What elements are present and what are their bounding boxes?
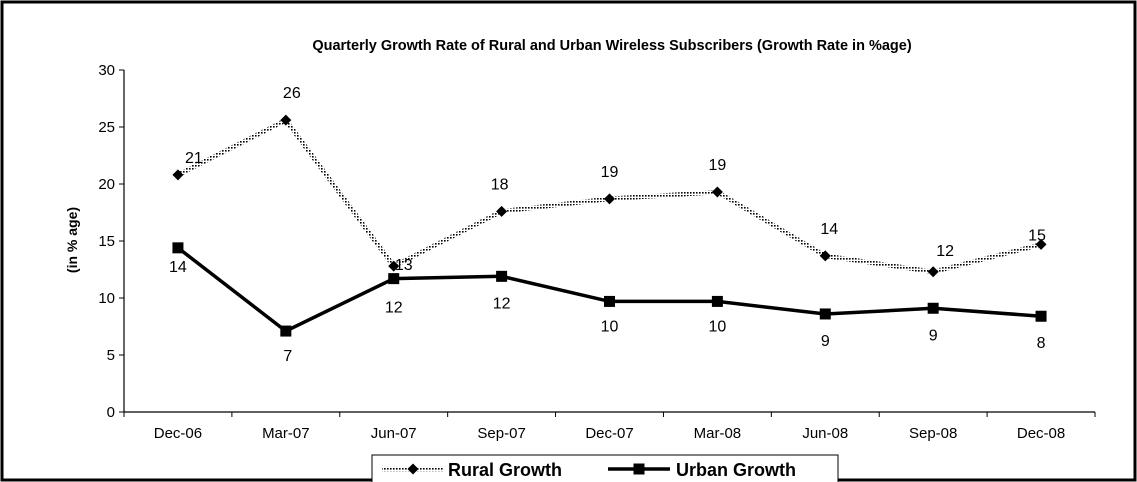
y-tick-label: 30	[98, 62, 115, 79]
data-label-urban: 12	[385, 300, 403, 317]
y-tick-label: 5	[107, 347, 115, 364]
y-tick-label: 10	[98, 290, 115, 307]
legend-label-urban: Urban Growth	[676, 460, 796, 480]
y-tick-label: 25	[98, 119, 115, 136]
data-label-rural: 15	[1028, 227, 1046, 244]
x-tick-label: Jun-08	[802, 425, 848, 442]
data-point-rural	[280, 114, 292, 126]
data-label-rural: 12	[936, 243, 954, 260]
chart-title: Quarterly Growth Rate of Rural and Urban…	[312, 38, 912, 54]
x-tick-label: Dec-07	[585, 425, 633, 442]
x-tick-label: Sep-07	[477, 425, 525, 442]
data-label-rural: 13	[395, 257, 413, 274]
data-label-rural: 14	[820, 221, 838, 238]
data-label-rural: 21	[185, 150, 203, 167]
x-tick-label: Dec-06	[154, 425, 202, 442]
data-point-urban	[388, 273, 400, 285]
axes: 0 5 10 15 20 25 30 Dec-06 Mar-07 Jun-07 Sep-07 Dec-…	[98, 62, 1096, 442]
y-axis-label: (in % age)	[64, 207, 80, 273]
data-label-rural: 19	[708, 157, 726, 174]
data-label-urban: 10	[601, 318, 619, 335]
data-label-rural: 26	[283, 85, 301, 102]
y-tick-label: 20	[98, 176, 115, 193]
x-tick-label: Sep-08	[909, 425, 957, 442]
legend-label-rural: Rural Growth	[448, 460, 562, 480]
data-point-rural	[172, 169, 184, 181]
data-label-urban: 8	[1037, 335, 1046, 352]
data-point-rural	[496, 205, 508, 217]
x-tick-label: Mar-08	[694, 425, 742, 442]
y-tick-label: 15	[98, 233, 115, 250]
data-point-rural	[819, 250, 831, 262]
legend-marker-urban	[633, 463, 645, 475]
x-tick-label: Dec-08	[1017, 425, 1065, 442]
data-point-rural	[711, 186, 723, 198]
legend-marker-rural	[407, 463, 419, 475]
x-tick-label: Mar-07	[262, 425, 310, 442]
data-label-urban: 12	[493, 295, 511, 312]
data-point-urban	[172, 242, 184, 254]
data-label-urban: 9	[821, 333, 830, 350]
data-label-urban: 14	[169, 259, 187, 276]
legend: Rural Growth Urban Growth	[371, 454, 839, 482]
y-tick-label: 0	[107, 404, 115, 421]
data-label-rural: 18	[491, 176, 509, 193]
data-label-urban: 7	[283, 348, 292, 365]
data-point-urban	[604, 295, 615, 307]
data-point-rural	[1035, 238, 1047, 250]
data-point-urban	[496, 270, 508, 282]
series-layer	[172, 114, 1047, 337]
data-point-urban	[927, 302, 939, 314]
data-point-urban	[819, 308, 831, 320]
data-labels: 21 26 13 18 19 19 14 12 15 14 7 12 12 10 10 9 9 8	[169, 85, 1046, 365]
data-label-rural: 19	[601, 164, 619, 181]
legend-box	[371, 454, 839, 482]
data-point-rural	[604, 193, 615, 205]
data-label-urban: 10	[708, 318, 726, 335]
x-tick-label: Jun-07	[371, 425, 417, 442]
data-label-urban: 9	[929, 327, 938, 344]
data-point-urban	[1035, 310, 1047, 322]
data-point-urban	[711, 295, 723, 307]
data-point-rural	[388, 260, 400, 272]
data-point-urban	[280, 325, 292, 337]
data-point-rural	[927, 266, 939, 278]
